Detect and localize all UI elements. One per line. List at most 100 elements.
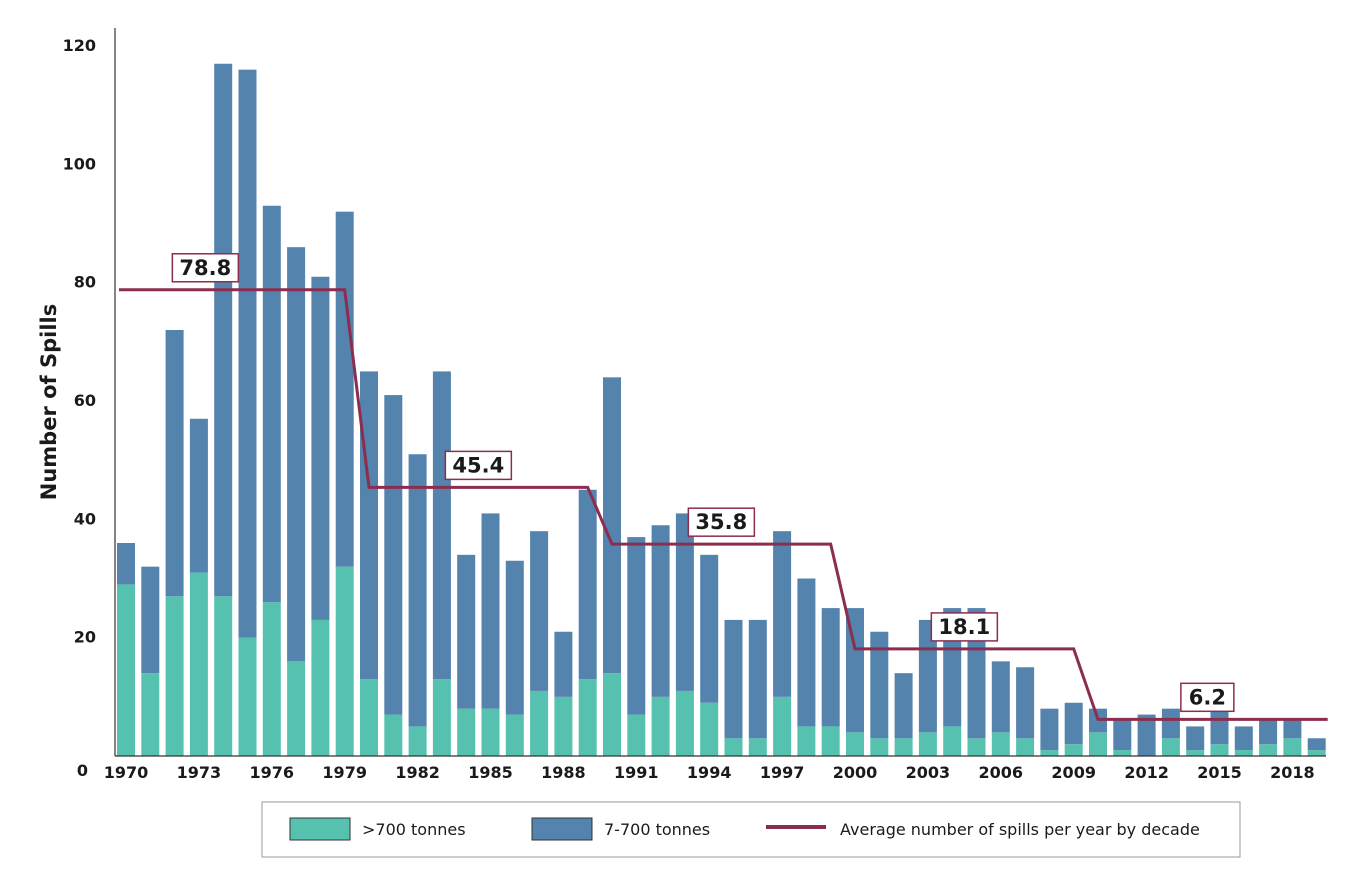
average-annotation-box-1970 — [171, 253, 240, 283]
bar-over-700-2006 — [991, 732, 1010, 756]
bar-7-700-2019 — [1307, 738, 1326, 751]
x-ticks: 1970 1973 1976 1979 1982 1985 1988 1991 1994 1997… — [104, 763, 1315, 782]
bar-7-700-2012 — [1137, 714, 1156, 756]
bar-over-700-2014 — [1186, 750, 1205, 756]
bar-over-700-1975 — [238, 637, 257, 756]
y-tick-label-120: 120 — [63, 36, 96, 55]
bar-over-700-1990 — [603, 673, 621, 756]
bar-over-700-1977 — [287, 661, 306, 756]
bar-over-700-1974 — [214, 596, 233, 756]
bar-over-700-1983 — [432, 679, 451, 756]
bar-over-700-1970 — [117, 584, 135, 756]
x-tick-label-2012: 2012 — [1124, 763, 1169, 782]
x-tick-label-2006: 2006 — [979, 763, 1024, 782]
bar-over-700-2018 — [1283, 738, 1302, 756]
bar-over-700-1995 — [724, 738, 743, 756]
bar-over-700-2003 — [918, 732, 937, 756]
average-annotation-2010: 6.2 — [1180, 682, 1235, 713]
x-tick-label-1991: 1991 — [614, 763, 659, 782]
bar-7-700-1982 — [408, 454, 427, 727]
bar-7-700-2016 — [1234, 726, 1253, 751]
bar-7-700-2018 — [1283, 720, 1302, 739]
bar-7-700-1974 — [214, 63, 233, 597]
bar-over-700-1987 — [530, 690, 549, 756]
legend-box — [261, 801, 1241, 858]
x-tick-label-1985: 1985 — [468, 763, 513, 782]
bar-over-700-1979 — [335, 566, 354, 756]
bars — [117, 63, 1326, 756]
bar-over-700-2013 — [1161, 738, 1180, 756]
bar-7-700-1978 — [311, 276, 330, 620]
y-tick-label-80: 80 — [74, 273, 96, 292]
bar-7-700-2013 — [1161, 708, 1180, 739]
average-annotation-label-2000: 18.1 — [938, 615, 990, 639]
bar-over-700-1994 — [700, 702, 719, 756]
bar-7-700-1973 — [189, 418, 208, 573]
average-annotation-label-1970: 78.8 — [179, 256, 231, 280]
x-tick-label-1988: 1988 — [541, 763, 586, 782]
average-annotation-1970: 78.8 — [171, 253, 240, 283]
x-tick-label-2003: 2003 — [906, 763, 951, 782]
bar-over-700-2001 — [870, 738, 889, 756]
bar-7-700-1976 — [262, 205, 281, 603]
bar-over-700-1978 — [311, 619, 330, 756]
bar-7-700-2002 — [894, 673, 913, 739]
bar-over-700-1998 — [797, 726, 816, 756]
bar-7-700-2008 — [1040, 708, 1059, 751]
y-axis-label: Number of Spills — [37, 304, 61, 500]
x-tick-label-1973: 1973 — [177, 763, 222, 782]
bar-7-700-2015 — [1210, 708, 1229, 745]
average-annotation-1990: 35.8 — [687, 507, 756, 537]
bar-7-700-2001 — [870, 631, 889, 739]
bar-7-700-2009 — [1064, 702, 1083, 745]
average-annotations: 78.8 45.4 35.8 18.1 6.2 — [171, 253, 1235, 713]
bar-over-700-1993 — [675, 690, 694, 756]
bar-over-700-2015 — [1210, 744, 1229, 756]
bar-7-700-1988 — [554, 631, 573, 697]
bar-7-700-1992 — [651, 525, 670, 697]
bar-over-700-1997 — [773, 696, 792, 756]
bar-7-700-1981 — [384, 395, 403, 715]
bar-over-700-1999 — [821, 726, 840, 756]
bar-7-700-1996 — [748, 619, 767, 739]
y-tick-label-0: 0 — [77, 761, 88, 780]
bar-7-700-1984 — [457, 554, 476, 709]
bar-7-700-1979 — [335, 211, 354, 567]
average-annotation-box-1980 — [444, 450, 513, 481]
bar-over-700-1986 — [505, 714, 524, 756]
average-step-line — [119, 288, 1328, 721]
average-annotation-label-1980: 45.4 — [452, 453, 504, 477]
y-tick-label-100: 100 — [63, 154, 96, 173]
bar-7-700-2007 — [1016, 667, 1035, 739]
x-tick-label-2009: 2009 — [1051, 763, 1096, 782]
bar-over-700-1973 — [189, 572, 208, 756]
bar-7-700-1985 — [481, 513, 500, 709]
bar-over-700-1982 — [408, 726, 427, 756]
bar-7-700-1977 — [287, 247, 306, 662]
bar-over-700-1989 — [578, 679, 597, 756]
x-tick-label-1997: 1997 — [760, 763, 805, 782]
bar-over-700-2016 — [1234, 750, 1253, 756]
y-ticks: 0 20 40 60 80 100 120 — [63, 36, 96, 780]
bar-7-700-1997 — [773, 531, 792, 697]
bar-7-700-2000 — [846, 608, 864, 733]
bar-7-700-1972 — [165, 330, 184, 597]
bar-over-700-2019 — [1307, 750, 1326, 756]
bar-over-700-2002 — [894, 738, 913, 756]
average-annotation-label-1990: 35.8 — [695, 510, 747, 534]
bar-over-700-2004 — [943, 726, 962, 756]
y-tick-label-60: 60 — [74, 391, 96, 410]
bar-over-700-2007 — [1016, 738, 1035, 756]
y-tick-label-40: 40 — [74, 509, 96, 528]
bar-7-700-1983 — [432, 371, 451, 680]
bar-over-700-2000 — [846, 732, 864, 756]
bar-over-700-2008 — [1040, 750, 1059, 756]
bar-7-700-1989 — [578, 489, 597, 680]
bar-over-700-1984 — [457, 708, 476, 756]
bar-over-700-1991 — [627, 714, 646, 756]
bar-7-700-2006 — [991, 661, 1010, 733]
bar-7-700-1994 — [700, 554, 719, 703]
bar-7-700-1998 — [797, 578, 816, 727]
bar-7-700-2011 — [1113, 720, 1132, 751]
bar-7-700-1995 — [724, 619, 743, 739]
